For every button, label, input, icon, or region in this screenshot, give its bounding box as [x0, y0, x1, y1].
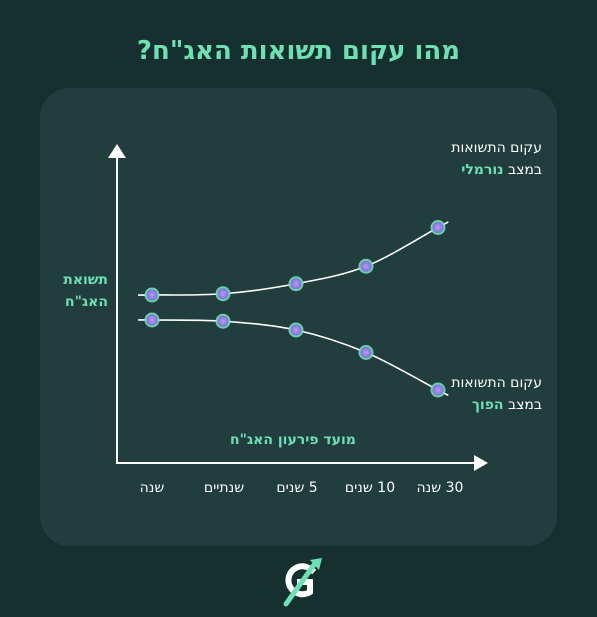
inverted-curve-label: עקום התשואות במצב הפוך [400, 372, 542, 416]
x-tick-label: שנתיים [203, 480, 245, 496]
data-point [432, 384, 444, 396]
x-tick-label: 30 שנה [416, 480, 464, 496]
x-tick-label: 5 שנים [276, 480, 318, 496]
normal-curve-label-prefix: במצב [507, 162, 542, 178]
inverted-curve-label-line1: עקום התשואות [451, 375, 542, 391]
normal-curve-label-line1: עקום התשואות [451, 140, 542, 156]
inverted-curve-label-prefix: במצב [507, 397, 542, 413]
x-axis-arrow [474, 455, 488, 471]
data-point [290, 324, 302, 336]
brand-logo-icon [283, 558, 322, 607]
data-point [146, 314, 158, 326]
normal-curve-label: עקום התשואות במצב נורמלי [400, 137, 542, 181]
data-point [432, 222, 444, 233]
data-point [290, 278, 302, 290]
y-axis-label: תשואת האג"ח [40, 269, 108, 313]
data-point [217, 315, 229, 327]
data-point [360, 347, 372, 358]
normal-curve-label-highlight: נורמלי [461, 162, 504, 178]
inverted-curve-label-highlight: הפוך [471, 397, 504, 413]
data-point [217, 288, 229, 300]
y-axis-arrow [108, 144, 126, 158]
x-tick-label: שנה [139, 480, 165, 496]
diagram-card [40, 88, 557, 546]
y-axis-label-line2: האג"ח [65, 294, 108, 310]
data-point [146, 289, 158, 301]
page-title: מהו עקום תשואות האג"ח? [136, 36, 461, 66]
data-point [360, 260, 372, 272]
x-axis-title: מועד פירעון האג"ח [230, 432, 356, 448]
x-tick-label: 10 שנים [344, 480, 396, 496]
y-axis-label-line1: תשואת [63, 272, 108, 288]
